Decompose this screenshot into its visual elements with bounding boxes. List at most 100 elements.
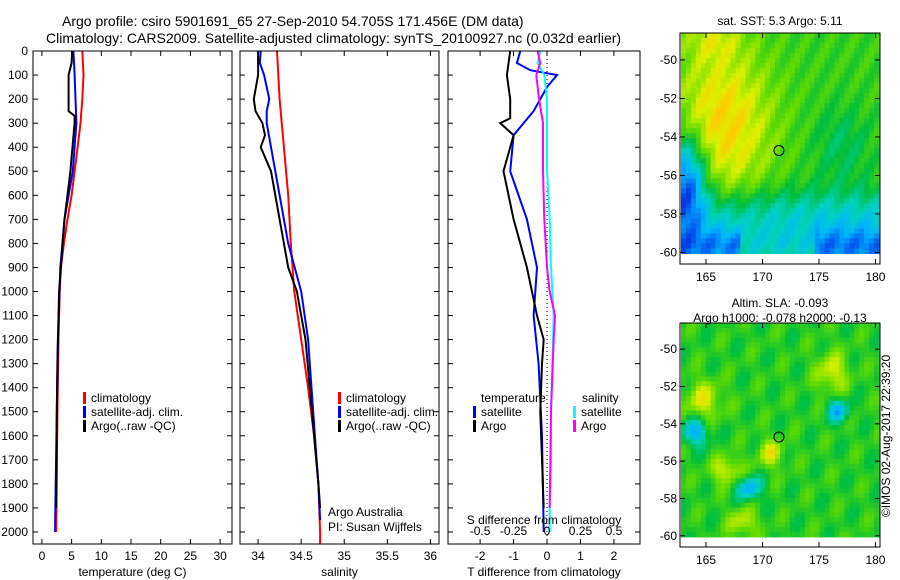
map-cell — [814, 376, 821, 382]
map-cell — [705, 78, 712, 84]
map-cell — [755, 517, 761, 523]
map-cell — [700, 391, 707, 397]
map-cell — [710, 517, 717, 523]
map-cell — [849, 198, 855, 204]
map-cell — [869, 158, 875, 164]
map-cell — [844, 444, 850, 450]
map-cell — [839, 429, 845, 436]
map-cell — [775, 248, 781, 254]
map-cell — [745, 493, 751, 499]
map-cell — [765, 493, 771, 499]
map-cell — [799, 63, 806, 69]
map-cell — [720, 502, 727, 509]
map-cell — [854, 38, 860, 44]
map-cell — [775, 444, 781, 450]
map-cell — [814, 38, 821, 44]
map-cell — [725, 347, 731, 353]
map-cell — [720, 33, 727, 39]
map-cell — [804, 381, 811, 387]
map-cell — [804, 434, 811, 441]
map-cell — [869, 123, 875, 129]
map-cell — [844, 193, 850, 199]
map-cell — [700, 88, 707, 94]
map-cell — [839, 103, 845, 109]
map-cell — [681, 410, 687, 416]
map-cell — [824, 143, 830, 149]
map-cell — [695, 63, 702, 69]
map-cell — [804, 198, 811, 204]
map-cell — [809, 478, 816, 484]
map-cell — [799, 223, 806, 229]
map-cell — [700, 395, 707, 402]
map-cell — [839, 193, 845, 199]
map-cell — [765, 183, 771, 189]
map-cell — [720, 108, 727, 114]
map-cell — [755, 473, 761, 480]
map-cell — [869, 33, 875, 39]
map-cell — [849, 357, 855, 363]
map-cell — [814, 342, 821, 348]
map-cell — [775, 118, 781, 124]
map-cell — [770, 63, 776, 69]
map-cell — [869, 463, 875, 470]
map-cell — [809, 434, 816, 441]
map-cell — [710, 218, 717, 224]
map-cell — [829, 58, 835, 64]
map-cell — [775, 507, 781, 514]
map-cell — [844, 208, 850, 214]
map-cell — [725, 213, 731, 219]
map-cell — [740, 68, 746, 74]
map-cell — [839, 517, 845, 523]
map-cell — [770, 361, 776, 368]
map-cell — [844, 473, 850, 480]
map-cell — [869, 178, 875, 184]
map-cell — [834, 337, 840, 344]
map-cell — [839, 327, 845, 334]
map-cell — [864, 410, 870, 416]
map-cell — [824, 507, 830, 514]
map-cell — [789, 98, 796, 104]
map-cell — [765, 198, 771, 204]
map-cell — [849, 123, 855, 129]
map-cell — [809, 193, 816, 199]
map-cell — [794, 63, 801, 69]
map-cell — [854, 243, 860, 249]
map-cell — [735, 405, 741, 412]
map-cell — [819, 243, 826, 249]
map-cell — [710, 381, 717, 387]
map-cell — [869, 352, 875, 358]
map-cell — [765, 527, 771, 533]
map-cell — [705, 323, 712, 329]
map-cell — [695, 381, 702, 387]
map-cell — [849, 405, 855, 412]
map-cell — [844, 347, 850, 353]
map-cell — [780, 193, 786, 199]
map-cell — [745, 371, 751, 378]
map-cell — [755, 133, 761, 139]
map-cell — [819, 248, 826, 254]
map-cell — [829, 463, 835, 470]
map-cell — [735, 483, 741, 489]
map-cell — [720, 53, 727, 59]
map-cell — [770, 512, 776, 518]
map-cell — [686, 366, 692, 373]
map-cell — [794, 133, 801, 139]
map-cell — [695, 203, 702, 209]
map-cell — [686, 148, 692, 154]
map-cell — [780, 123, 786, 129]
map-cell — [780, 323, 786, 329]
map-cell — [730, 188, 736, 194]
map-cell — [824, 213, 830, 219]
map-cell — [750, 78, 756, 84]
map-cell — [789, 208, 796, 214]
map-cell — [819, 198, 826, 204]
map-cell — [740, 38, 746, 44]
map-cell — [829, 444, 835, 450]
map-cell — [720, 38, 727, 44]
map-cell — [780, 371, 786, 378]
map-cell — [839, 63, 845, 69]
map-cell — [686, 497, 692, 504]
map-cell — [780, 352, 786, 358]
map-cell — [686, 188, 692, 194]
map-cell — [760, 178, 766, 184]
